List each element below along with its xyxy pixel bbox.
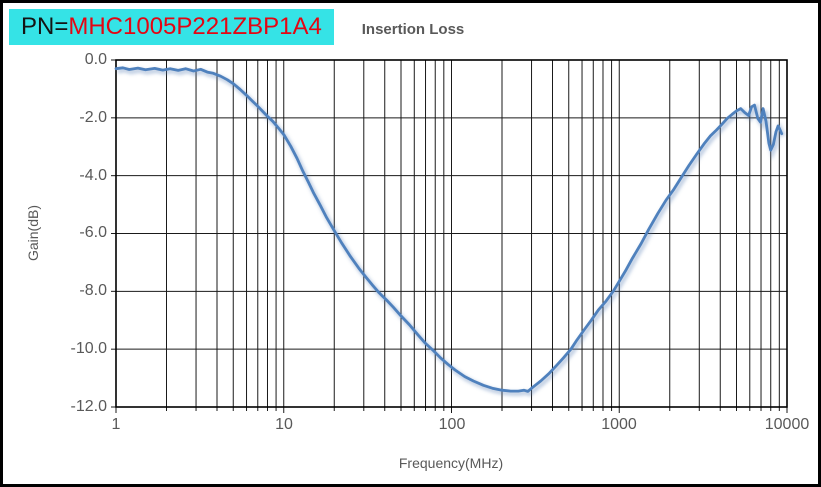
y-tick-label: -2.0	[79, 109, 107, 126]
x-tick-label: 1	[111, 416, 121, 433]
y-tick-label: -8.0	[79, 282, 107, 299]
y-tick-label: -10.0	[70, 340, 107, 357]
y-tick-label: -4.0	[79, 167, 107, 184]
y-tick-label: 0.0	[84, 51, 107, 68]
x-tick-label: 10000	[764, 416, 810, 433]
x-axis-title: Frequency(MHz)	[398, 455, 504, 471]
x-tick-label: 1000	[601, 416, 637, 433]
part-number-value: MHC1005P221ZBP1A4	[68, 13, 322, 40]
part-number-label: PN=MHC1005P221ZBP1A4	[9, 9, 334, 45]
y-tick-label: -12.0	[70, 398, 107, 415]
x-tick-label: 10	[275, 416, 293, 433]
plot-area	[111, 59, 788, 413]
part-number-prefix: PN=	[21, 13, 69, 40]
x-tick-label: 100	[438, 416, 466, 433]
y-tick-label: -6.0	[79, 224, 107, 241]
chart-title: Insertion Loss	[361, 21, 465, 38]
